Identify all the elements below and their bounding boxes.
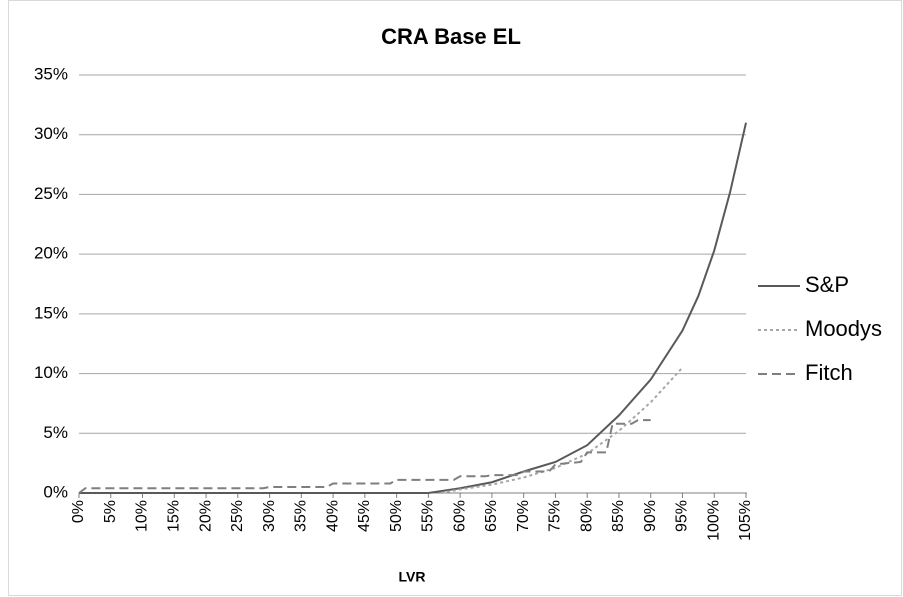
x-tick-label: 85% [610, 500, 627, 532]
legend-label: Moodys [805, 316, 882, 341]
y-tick-label: 5% [43, 423, 68, 442]
x-tick-label: 60% [451, 500, 468, 532]
chart-border [8, 0, 902, 596]
x-tick-label: 75% [547, 500, 564, 532]
x-axis-label: LVR [399, 569, 426, 585]
x-tick-label: 90% [642, 500, 659, 532]
x-tick-label: 35% [293, 500, 310, 532]
x-tick-label: 45% [356, 500, 373, 532]
x-tick-label: 15% [166, 500, 183, 532]
legend-label: Fitch [805, 360, 853, 385]
line-series [79, 122, 747, 494]
line-series [78, 419, 651, 494]
x-tick-label: 95% [674, 500, 691, 532]
x-tick-label: 5% [102, 500, 119, 523]
x-tick-label: 50% [388, 500, 405, 532]
x-tick-label: 65% [483, 500, 500, 532]
x-tick-label: 70% [515, 500, 532, 532]
x-tick-label: 40% [324, 500, 341, 532]
line-series [440, 366, 684, 494]
legend-label: S&P [805, 272, 849, 297]
y-tick-label: 10% [34, 363, 68, 382]
y-tick-label: 0% [43, 482, 68, 501]
x-tick-label: 80% [578, 500, 595, 532]
x-tick-label: 25% [229, 500, 246, 532]
x-tick-label: 55% [420, 500, 437, 532]
y-tick-label: 35% [34, 64, 68, 83]
y-tick-label: 15% [34, 303, 68, 322]
chart-title: CRA Base EL [381, 24, 521, 49]
x-tick-label: 30% [261, 500, 278, 532]
y-tick-label: 30% [34, 124, 68, 143]
x-tick-label: 100% [705, 500, 722, 541]
x-tick-label: 10% [134, 500, 151, 532]
x-tick-label: 105% [737, 500, 754, 541]
y-tick-label: 25% [34, 184, 68, 203]
x-tick-label: 20% [197, 500, 214, 532]
x-tick-label: 0% [70, 500, 87, 523]
y-tick-label: 20% [34, 244, 68, 263]
